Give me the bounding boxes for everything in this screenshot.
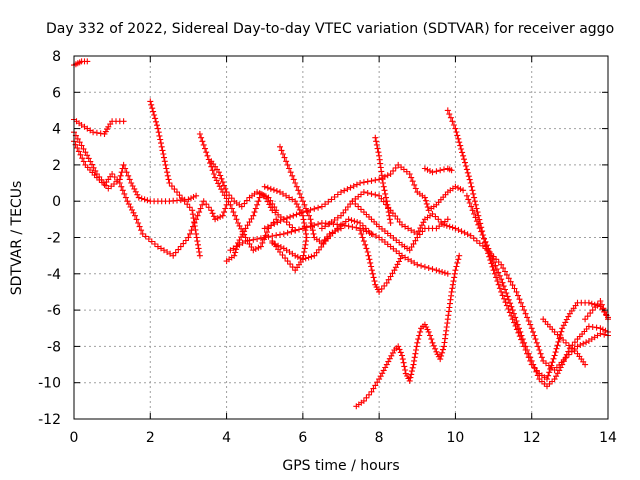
x-tick-label: 12 — [523, 430, 541, 446]
series-track-14 — [261, 161, 467, 232]
x-tick-label: 6 — [298, 430, 307, 446]
series-track-20 — [421, 165, 455, 176]
y-tick-label: -6 — [47, 303, 61, 319]
y-tick-label: 0 — [52, 194, 61, 210]
series-track-23 — [540, 316, 589, 368]
chart-title: Day 332 of 2022, Sidereal Day-to-day VTE… — [46, 21, 614, 37]
data-series — [71, 58, 611, 410]
y-tick-label: 8 — [52, 49, 61, 65]
series-track-16 — [349, 198, 451, 254]
y-tick-label: -4 — [47, 267, 61, 283]
series-track-17 — [357, 227, 405, 295]
series-track-24 — [582, 298, 611, 323]
grid — [74, 56, 608, 419]
y-tick-label: 4 — [52, 122, 61, 138]
series-track-13 — [269, 216, 375, 263]
series-track-19 — [353, 252, 463, 410]
axis-ticks: 0 2 4 6 8 10 12 14 -12 -10 -8 -6 -4 -2 0 2 4 6 8 — [38, 49, 617, 446]
x-tick-label: 14 — [599, 430, 617, 446]
y-tick-label: -2 — [47, 231, 61, 247]
series-track-6 — [196, 131, 280, 254]
x-tick-label: 8 — [375, 430, 384, 446]
series-track-18 — [372, 134, 394, 226]
series-track-5 — [147, 98, 203, 259]
series-track-21 — [444, 107, 611, 383]
x-axis-label: GPS time / hours — [282, 458, 399, 474]
y-tick-label: 2 — [52, 158, 61, 174]
series-track-2 — [71, 116, 127, 137]
series-track-22 — [463, 192, 611, 390]
y-axis-label: SDTVAR / TECUs — [9, 181, 25, 296]
y-tick-label: 6 — [52, 85, 61, 101]
series-track-7 — [185, 198, 230, 241]
series-track-15 — [318, 189, 611, 373]
y-tick-label: -10 — [38, 376, 61, 392]
x-tick-label: 10 — [447, 430, 465, 446]
x-tick-label: 2 — [146, 430, 155, 446]
x-tick-label: 4 — [222, 430, 231, 446]
x-tick-label: 0 — [70, 430, 79, 446]
y-tick-label: -12 — [38, 412, 61, 428]
y-tick-label: -8 — [47, 339, 61, 355]
